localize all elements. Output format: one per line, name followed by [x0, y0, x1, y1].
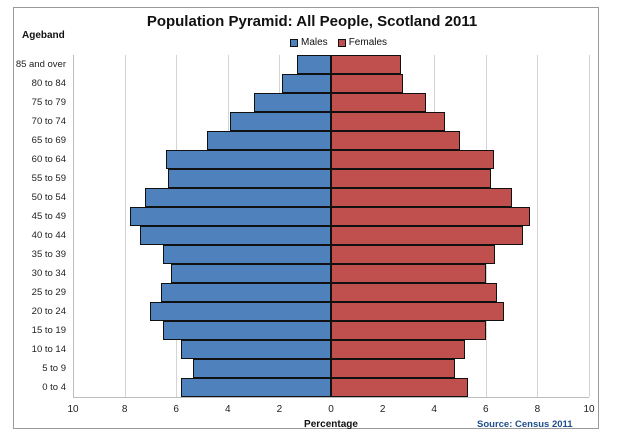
- bar-females: [331, 188, 512, 207]
- category-label: 75 to 79: [31, 97, 66, 108]
- bar-females: [331, 93, 427, 112]
- chart-title: Population Pyramid: All People, Scotland…: [146, 13, 478, 30]
- bar-females: [331, 226, 524, 245]
- legend-label-females: Females: [348, 37, 388, 48]
- bar-females: [331, 245, 495, 264]
- y-axis-line: [73, 55, 74, 397]
- bar-females: [331, 112, 445, 131]
- x-tick-label: 8: [534, 404, 541, 415]
- bar-males: [230, 112, 331, 131]
- bar-males: [165, 150, 331, 169]
- y-axis-title: Ageband: [22, 30, 65, 41]
- bar-males: [129, 207, 331, 226]
- category-label: 30 to 34: [31, 268, 66, 279]
- bar-females: [331, 74, 404, 93]
- bar-males: [160, 283, 331, 302]
- bar-females: [331, 321, 486, 340]
- bar-males: [207, 131, 331, 150]
- category-label: 85 and over: [15, 59, 66, 70]
- bar-males: [181, 340, 331, 359]
- category-label: 70 to 74: [31, 116, 66, 127]
- bar-males: [150, 302, 331, 321]
- legend-swatch-females: [337, 38, 346, 47]
- bar-males: [171, 264, 331, 283]
- category-label: 45 to 49: [31, 211, 66, 222]
- category-label: 5 to 9: [42, 363, 66, 374]
- bar-females: [331, 55, 401, 74]
- x-tick-label: 6: [483, 404, 489, 415]
- bar-females: [331, 340, 466, 359]
- gridline: [124, 55, 126, 397]
- x-tick-label: 6: [173, 404, 179, 415]
- category-label: 10 to 14: [31, 344, 66, 355]
- bar-females: [331, 378, 468, 397]
- bar-males: [140, 226, 331, 245]
- source-note: Source: Census 2011: [477, 419, 573, 430]
- x-tick-label: 4: [431, 404, 437, 415]
- category-label: 60 to 64: [31, 154, 66, 165]
- category-label: 35 to 39: [31, 249, 66, 260]
- legend-label-males: Males: [301, 37, 328, 48]
- legend-item-males: Males: [290, 37, 328, 48]
- x-tick-label: 4: [225, 404, 231, 415]
- x-tick-label: 8: [121, 404, 128, 415]
- bar-females: [331, 359, 455, 378]
- plot-area: [73, 55, 590, 398]
- legend: Males Females: [290, 37, 387, 48]
- category-label: 25 to 29: [31, 287, 66, 298]
- bar-males: [253, 93, 331, 112]
- legend-item-females: Females: [337, 37, 388, 48]
- category-label: 65 to 69: [31, 135, 66, 146]
- x-tick-label: 2: [276, 404, 283, 415]
- gridline: [589, 55, 590, 397]
- bar-females: [331, 302, 504, 321]
- category-label: 50 to 54: [31, 192, 66, 203]
- x-tick-label: 10: [583, 404, 595, 415]
- x-axis-line: [73, 397, 589, 398]
- x-tick-label: 0: [328, 404, 334, 415]
- category-label: 40 to 44: [31, 230, 66, 241]
- bar-males: [297, 55, 331, 74]
- x-tick-label: 2: [379, 404, 386, 415]
- category-label: 15 to 19: [31, 325, 66, 336]
- category-label: 55 to 59: [31, 173, 66, 184]
- legend-swatch-males: [290, 38, 298, 47]
- bar-females: [331, 150, 494, 169]
- bar-males: [181, 378, 331, 397]
- bar-females: [331, 283, 498, 302]
- category-label: 20 to 24: [31, 306, 66, 317]
- bar-females: [331, 131, 460, 150]
- bar-males: [192, 359, 331, 378]
- bar-females: [331, 207, 530, 226]
- category-label: 0 to 4: [42, 382, 66, 393]
- bar-males: [163, 321, 331, 340]
- x-tick-label: 10: [67, 404, 79, 415]
- gridline: [537, 55, 539, 397]
- category-label: 80 to 84: [31, 78, 66, 89]
- bar-females: [331, 169, 491, 188]
- x-axis-title: Percentage: [304, 419, 358, 430]
- bar-males: [168, 169, 331, 188]
- bar-males: [145, 188, 331, 207]
- bar-males: [163, 245, 331, 264]
- bar-males: [281, 74, 331, 93]
- bar-females: [331, 264, 486, 283]
